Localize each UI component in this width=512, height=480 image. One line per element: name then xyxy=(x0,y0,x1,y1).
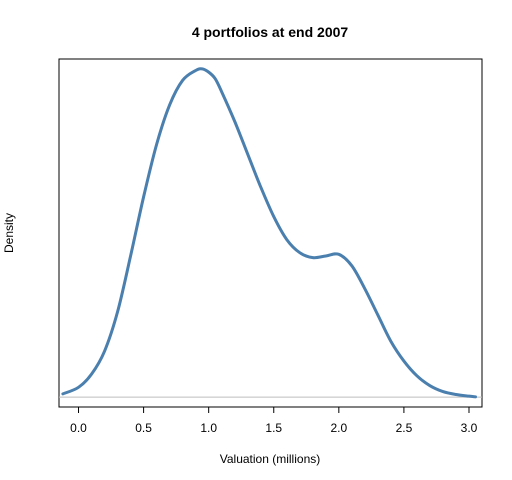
x-tick-label: 0.0 xyxy=(70,421,87,435)
plot-frame xyxy=(58,58,483,408)
x-axis: 0.0 0.5 1.0 1.5 2.0 2.5 3.0 xyxy=(70,407,478,435)
x-tick-label: 1.5 xyxy=(265,421,282,435)
chart-title: 4 portfolios at end 2007 xyxy=(192,24,349,40)
x-axis-label: Valuation (millions) xyxy=(220,452,320,466)
density-curve-series xyxy=(61,67,477,399)
x-tick-label: 1.0 xyxy=(200,421,217,435)
x-tick-label: 2.0 xyxy=(330,421,347,435)
x-tick-label: 3.0 xyxy=(461,421,478,435)
x-tick-label: 2.5 xyxy=(396,421,413,435)
x-tick-label: 0.5 xyxy=(135,421,152,435)
y-axis-label: Density xyxy=(2,213,16,253)
